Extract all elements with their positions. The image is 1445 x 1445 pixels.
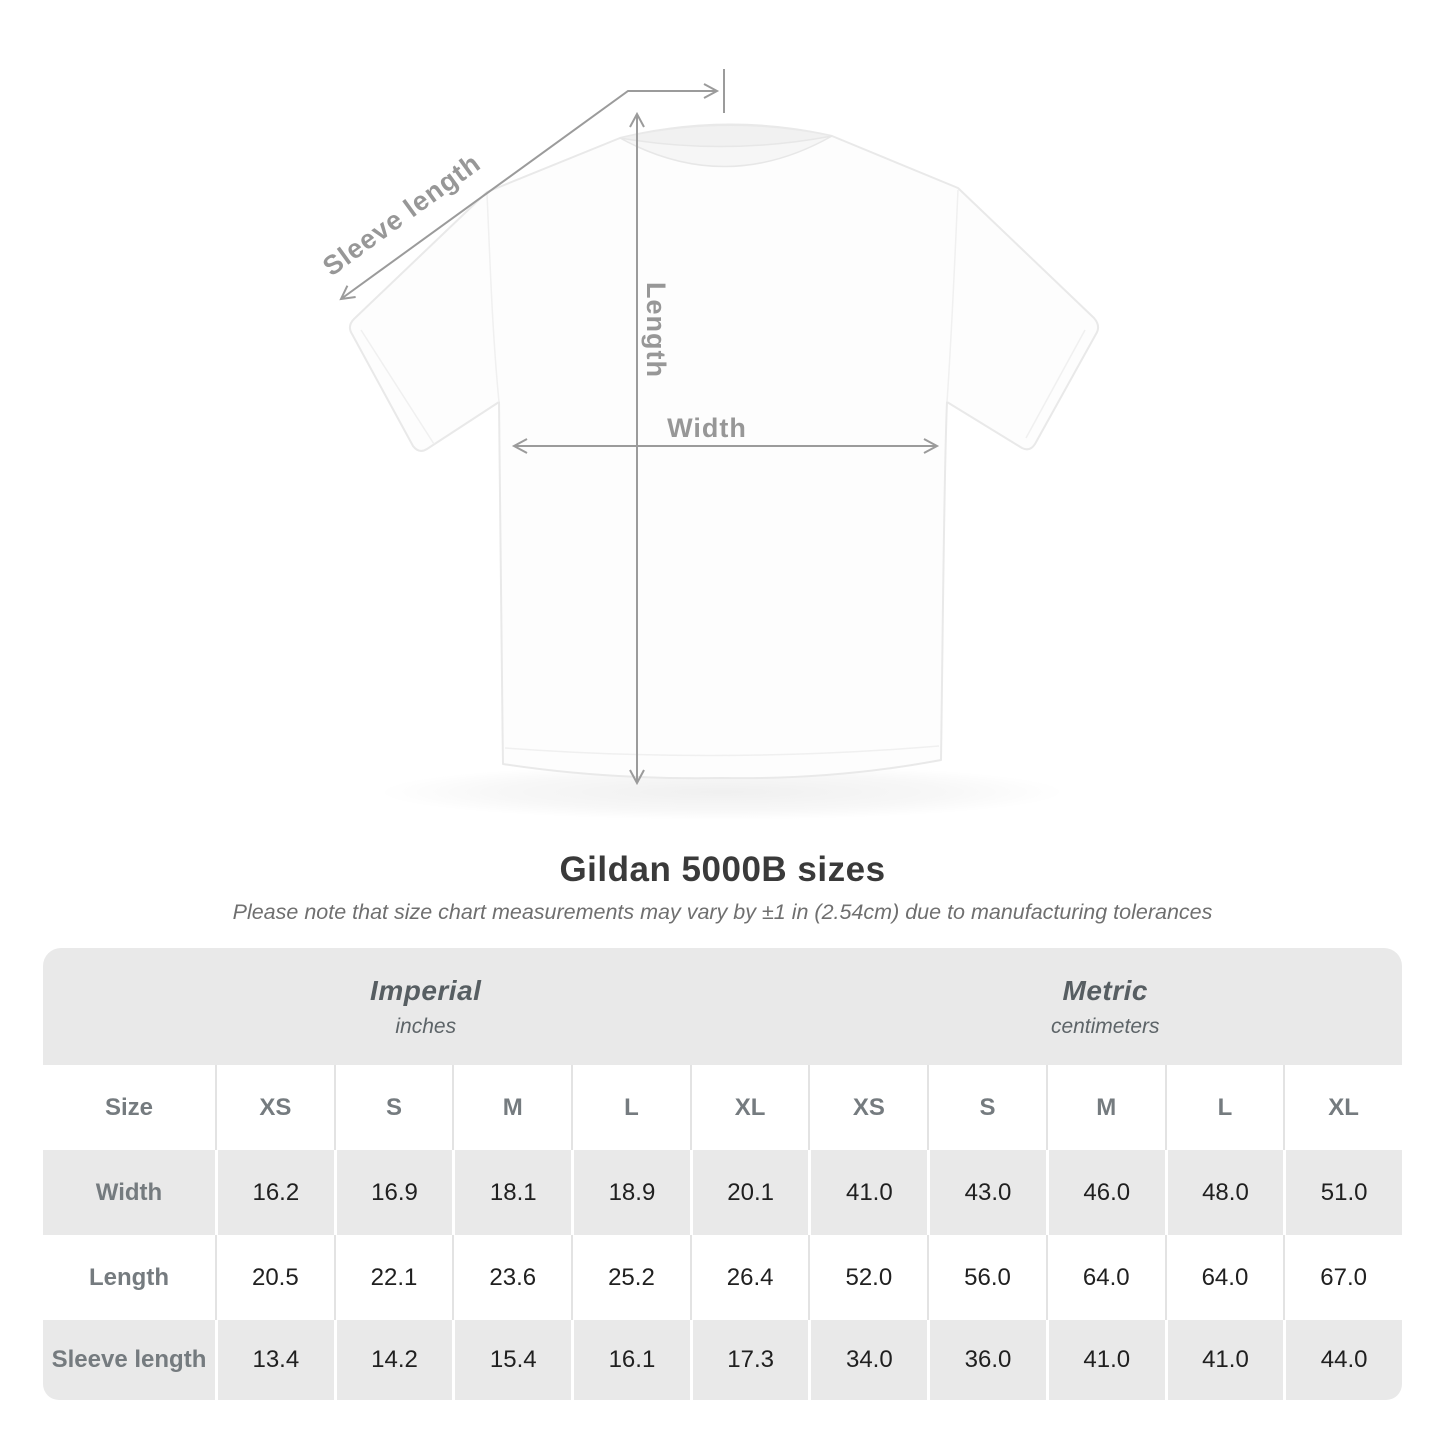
cell-width-imperial-l: 18.9 xyxy=(571,1150,690,1235)
metric-section-header: Metric centimeters xyxy=(808,948,1402,1065)
arrowhead xyxy=(629,769,645,786)
tshirt-measurement-diagram: Sleeve length Length Width xyxy=(317,69,1100,820)
size-column-header: Size xyxy=(43,1065,215,1150)
cell-length-imperial-xs: 20.5 xyxy=(215,1235,334,1320)
sleeve-length-line xyxy=(340,90,717,300)
collar-band xyxy=(619,135,833,168)
imperial-unit: inches xyxy=(395,1014,457,1038)
shirt-drop-shadow xyxy=(377,764,1067,820)
size-header-metric-m: M xyxy=(1045,1065,1165,1150)
metric-unit: centimeters xyxy=(1050,1014,1160,1038)
cell-length-imperial-xl: 26.4 xyxy=(689,1235,809,1320)
cell-sleeve-imperial-l: 16.1 xyxy=(571,1320,690,1400)
cell-width-metric-l: 48.0 xyxy=(1164,1150,1284,1235)
cell-length-imperial-l: 25.2 xyxy=(571,1235,690,1320)
size-header-metric-xs: XS xyxy=(808,1065,928,1150)
cell-width-metric-m: 46.0 xyxy=(1045,1150,1165,1235)
size-header-imperial-m: M xyxy=(452,1065,572,1150)
imperial-section-header: Imperial inches xyxy=(43,948,809,1065)
size-header-metric-l: L xyxy=(1164,1065,1284,1150)
tshirt-silhouette xyxy=(348,123,1100,780)
size-header-metric-xl: XL xyxy=(1283,1065,1402,1150)
cell-width-metric-s: 43.0 xyxy=(927,1150,1046,1235)
imperial-label: Imperial xyxy=(370,974,482,1006)
length-row-label: Length xyxy=(43,1235,215,1320)
size-header-imperial-s: S xyxy=(333,1065,453,1150)
width-label: Width xyxy=(667,413,747,443)
size-header-imperial-xl: XL xyxy=(689,1065,809,1150)
cell-length-imperial-s: 22.1 xyxy=(333,1235,453,1320)
cell-sleeve-imperial-xs: 13.4 xyxy=(215,1320,334,1400)
length-label: Length xyxy=(641,282,671,378)
size-header-metric-s: S xyxy=(927,1065,1046,1150)
cell-sleeve-metric-l: 41.0 xyxy=(1164,1320,1284,1400)
cell-length-metric-m: 64.0 xyxy=(1045,1235,1165,1320)
tolerance-note: Please note that size chart measurements… xyxy=(232,900,1213,924)
cell-length-metric-s: 56.0 xyxy=(927,1235,1046,1320)
cell-width-metric-xl: 51.0 xyxy=(1283,1150,1402,1235)
cell-sleeve-imperial-s: 14.2 xyxy=(333,1320,453,1400)
arrowhead xyxy=(703,83,720,99)
metric-label: Metric xyxy=(1062,974,1148,1006)
size-header-imperial-xs: XS xyxy=(215,1065,334,1150)
arrowhead xyxy=(339,285,356,301)
cell-width-imperial-xs: 16.2 xyxy=(215,1150,334,1235)
cell-sleeve-metric-xs: 34.0 xyxy=(808,1320,928,1400)
size-table: Imperial inches Metric centimeters Size … xyxy=(43,948,1402,1400)
size-header-imperial-l: L xyxy=(571,1065,690,1150)
cell-sleeve-imperial-xl: 17.3 xyxy=(689,1320,809,1400)
page-title: Gildan 5000B sizes xyxy=(559,850,886,889)
cell-sleeve-metric-m: 41.0 xyxy=(1045,1320,1165,1400)
shirt-seams xyxy=(360,189,1086,757)
cell-length-metric-xs: 52.0 xyxy=(808,1235,928,1320)
arrowhead xyxy=(511,438,528,454)
cell-length-metric-l: 64.0 xyxy=(1164,1235,1284,1320)
cell-sleeve-metric-xl: 44.0 xyxy=(1283,1320,1402,1400)
arrowhead xyxy=(923,438,940,454)
cell-length-imperial-m: 23.6 xyxy=(452,1235,572,1320)
cell-width-imperial-xl: 20.1 xyxy=(689,1150,809,1235)
cell-sleeve-imperial-m: 15.4 xyxy=(452,1320,572,1400)
cell-sleeve-metric-s: 36.0 xyxy=(927,1320,1046,1400)
dimension-lines xyxy=(339,69,940,786)
width-row-label: Width xyxy=(43,1150,215,1235)
arrowhead xyxy=(629,111,645,128)
cell-width-imperial-m: 18.1 xyxy=(452,1150,572,1235)
cell-length-metric-xl: 67.0 xyxy=(1283,1235,1402,1320)
cell-width-imperial-s: 16.9 xyxy=(333,1150,453,1235)
sleeve-row-label: Sleeve length xyxy=(43,1320,215,1400)
cell-width-metric-xs: 41.0 xyxy=(808,1150,928,1235)
